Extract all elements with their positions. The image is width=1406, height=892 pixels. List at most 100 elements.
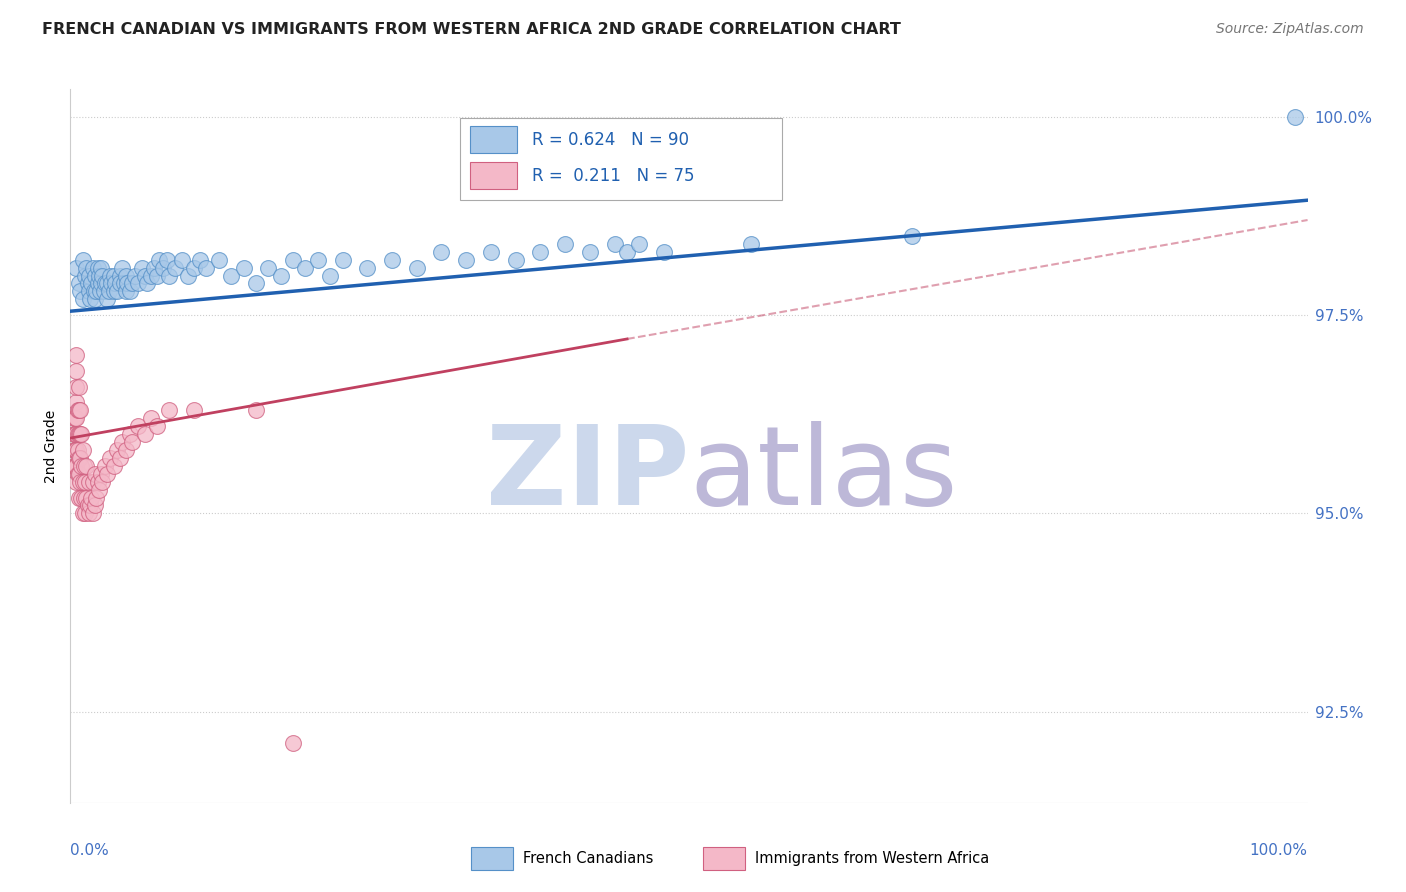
Point — [121, 277, 143, 291]
Point — [76, 499, 98, 513]
Text: Source: ZipAtlas.com: Source: ZipAtlas.com — [1216, 22, 1364, 37]
Point — [80, 491, 103, 505]
Point — [87, 483, 110, 497]
Point — [75, 268, 97, 283]
Point — [89, 285, 111, 299]
Point — [82, 475, 104, 489]
Point — [105, 285, 128, 299]
Point — [616, 244, 638, 259]
Point — [86, 475, 108, 489]
Point — [146, 268, 169, 283]
Point — [66, 467, 89, 481]
Point — [183, 403, 205, 417]
Point — [65, 348, 87, 362]
Point — [67, 379, 90, 393]
Text: atlas: atlas — [689, 421, 957, 528]
Text: ZIP: ZIP — [485, 421, 689, 528]
Point — [69, 403, 91, 417]
Point — [148, 252, 170, 267]
Text: R = 0.624   N = 90: R = 0.624 N = 90 — [531, 131, 689, 149]
Point — [84, 491, 107, 505]
Point — [111, 435, 134, 450]
Y-axis label: 2nd Grade: 2nd Grade — [45, 409, 59, 483]
Point — [65, 395, 87, 409]
Point — [195, 260, 218, 275]
Point — [90, 260, 112, 275]
Point — [82, 260, 104, 275]
Point — [70, 427, 93, 442]
FancyBboxPatch shape — [470, 162, 517, 189]
Point — [505, 252, 527, 267]
Point — [77, 285, 100, 299]
Text: 0.0%: 0.0% — [70, 843, 110, 858]
Point — [405, 260, 427, 275]
Point — [73, 491, 96, 505]
Point — [72, 507, 94, 521]
Point — [124, 268, 146, 283]
Point — [170, 252, 193, 267]
Point — [84, 285, 107, 299]
Point — [579, 244, 602, 259]
Point — [108, 450, 131, 465]
Point — [115, 268, 138, 283]
Point — [245, 277, 267, 291]
Point — [1284, 110, 1306, 124]
Point — [77, 268, 100, 283]
Point — [65, 260, 87, 275]
Point — [118, 427, 141, 442]
Point — [70, 458, 93, 473]
Point — [127, 277, 149, 291]
Point — [121, 435, 143, 450]
Point — [76, 277, 98, 291]
Point — [103, 268, 125, 283]
Point — [96, 293, 118, 307]
Point — [93, 285, 115, 299]
Point — [98, 268, 121, 283]
Point — [84, 467, 107, 481]
Point — [177, 268, 200, 283]
Point — [75, 458, 97, 473]
Point — [67, 467, 90, 481]
Point — [156, 252, 179, 267]
Point — [127, 419, 149, 434]
Point — [115, 442, 138, 457]
Point — [63, 458, 86, 473]
Point — [740, 236, 762, 251]
Point — [69, 427, 91, 442]
Point — [219, 268, 242, 283]
Point — [479, 244, 502, 259]
Point — [91, 475, 114, 489]
Text: FRENCH CANADIAN VS IMMIGRANTS FROM WESTERN AFRICA 2ND GRADE CORRELATION CHART: FRENCH CANADIAN VS IMMIGRANTS FROM WESTE… — [42, 22, 901, 37]
Point — [65, 379, 87, 393]
Point — [115, 277, 138, 291]
Text: Immigrants from Western Africa: Immigrants from Western Africa — [755, 852, 990, 866]
Point — [79, 293, 101, 307]
Point — [84, 268, 107, 283]
Point — [82, 507, 104, 521]
Point — [63, 427, 86, 442]
Point — [183, 260, 205, 275]
Point — [188, 252, 211, 267]
Point — [270, 268, 292, 283]
Point — [91, 268, 114, 283]
Point — [108, 277, 131, 291]
Point — [77, 507, 100, 521]
Point — [165, 260, 187, 275]
Point — [66, 427, 89, 442]
Point — [65, 364, 87, 378]
Point — [77, 475, 100, 489]
Point — [257, 260, 280, 275]
Point — [157, 403, 180, 417]
Point — [70, 491, 93, 505]
Point — [94, 277, 117, 291]
Point — [67, 277, 90, 291]
Point — [65, 427, 87, 442]
Point — [603, 236, 626, 251]
Point — [139, 411, 162, 425]
Point — [65, 411, 87, 425]
Point — [97, 285, 120, 299]
FancyBboxPatch shape — [460, 118, 782, 200]
Point — [69, 285, 91, 299]
Point — [139, 268, 162, 283]
Point — [105, 442, 128, 457]
